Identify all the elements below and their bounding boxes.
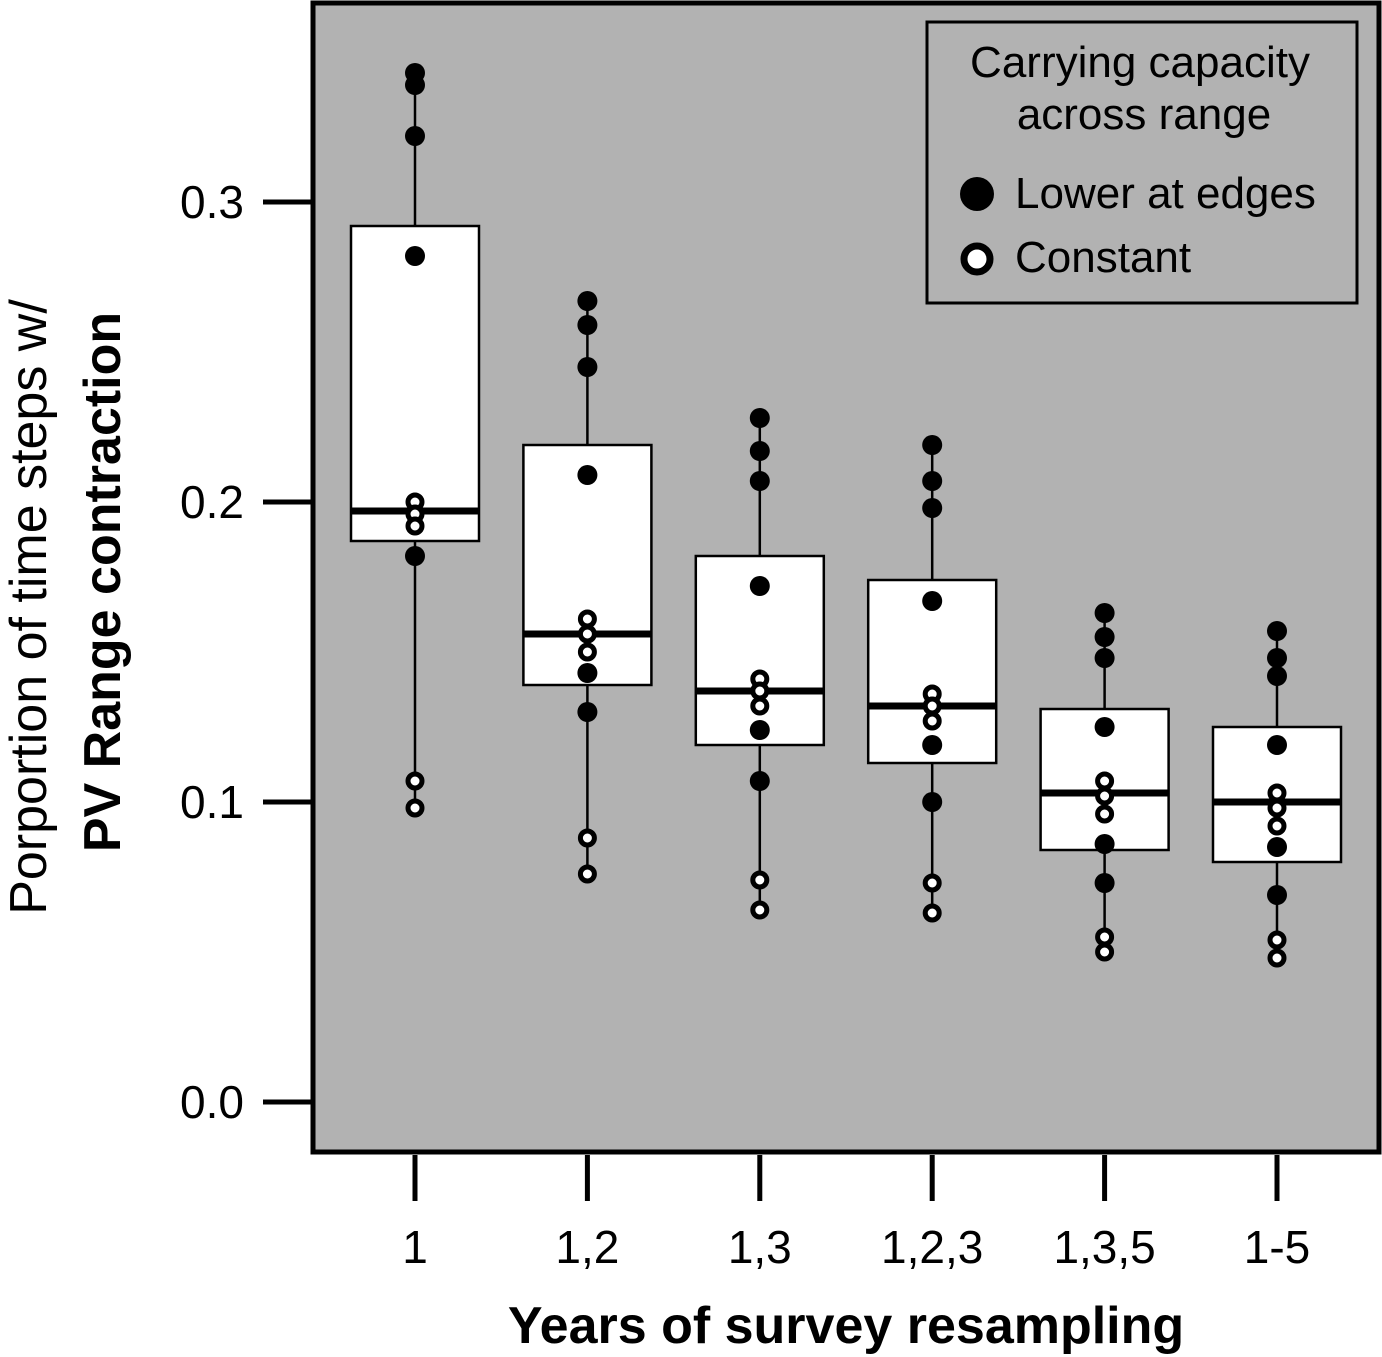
point-constant <box>922 711 942 731</box>
point-lower-at-edges <box>405 546 425 566</box>
point-constant <box>577 624 597 644</box>
point-lower-at-edges <box>922 471 943 491</box>
point-lower-at-edges <box>577 315 598 335</box>
point-lower-at-edges <box>749 771 770 791</box>
legend-marker-filled <box>960 177 994 211</box>
point-constant <box>750 681 770 701</box>
point-lower-at-edges <box>749 471 770 491</box>
x-tick-label: 1,3,5 <box>1053 1221 1155 1273</box>
point-lower-at-edges <box>749 720 770 740</box>
point-lower-at-edges <box>405 75 425 95</box>
point-lower-at-edges <box>1267 648 1287 668</box>
legend-marker-open <box>960 242 994 276</box>
points-layer <box>405 63 1287 968</box>
y-tick-label: 0.3 <box>180 176 244 228</box>
point-lower-at-edges <box>1267 885 1287 905</box>
point-constant <box>750 696 770 716</box>
point-constant <box>577 864 597 884</box>
point-lower-at-edges <box>405 126 425 146</box>
point-lower-at-edges <box>1267 621 1287 641</box>
legend-entry-constant: Constant <box>1015 233 1191 282</box>
point-lower-at-edges <box>749 441 770 461</box>
legend-box <box>925 20 1359 305</box>
point-lower-at-edges <box>922 435 943 455</box>
point-constant <box>1095 804 1115 824</box>
point-constant <box>1267 930 1287 950</box>
y-axis-title-line2: PV Range contraction <box>74 312 132 852</box>
x-tick-label: 1,2 <box>555 1221 619 1273</box>
point-constant <box>1267 816 1287 836</box>
point-lower-at-edges <box>577 702 598 722</box>
point-lower-at-edges <box>1094 603 1115 623</box>
point-constant <box>750 900 770 920</box>
point-constant <box>577 828 597 848</box>
point-lower-at-edges <box>1094 717 1115 737</box>
point-constant <box>1267 783 1287 803</box>
point-constant <box>750 870 770 890</box>
legend-title-line1: Carrying capacity <box>970 38 1310 87</box>
point-lower-at-edges <box>1094 627 1115 647</box>
point-lower-at-edges <box>1094 648 1115 668</box>
legend-title-line2: across range <box>1017 90 1271 139</box>
point-lower-at-edges <box>577 291 598 311</box>
x-tick-label: 1,3 <box>728 1221 792 1273</box>
point-constant <box>405 798 425 818</box>
y-axis: 0.0 0.1 0.2 0.3 <box>180 176 311 1128</box>
y-axis-title-line1: Porportion of time steps w/ <box>0 299 58 915</box>
point-constant <box>1095 771 1115 791</box>
point-lower-at-edges <box>1267 837 1287 857</box>
y-tick-label: 0.2 <box>180 476 244 528</box>
point-constant <box>1267 948 1287 968</box>
y-tick-label: 0.0 <box>180 1076 244 1128</box>
point-constant <box>405 771 425 791</box>
x-axis: 1 1,2 1,3 1,2,3 1,3,5 1-5 <box>402 1155 1310 1273</box>
point-lower-at-edges <box>1267 735 1287 755</box>
x-tick-label: 1 <box>402 1221 428 1273</box>
point-constant <box>1267 798 1287 818</box>
plot-panel <box>310 0 1382 1155</box>
point-lower-at-edges <box>922 591 943 611</box>
box-iqr <box>349 224 481 543</box>
point-constant <box>577 642 597 662</box>
point-constant <box>922 873 942 893</box>
legend-entry-lower-at-edges: Lower at edges <box>1015 169 1316 218</box>
legend: Carrying capacity across range Lower at … <box>925 20 1359 305</box>
point-lower-at-edges <box>922 735 943 755</box>
x-axis-title: Years of survey resampling <box>508 1297 1184 1355</box>
point-constant <box>1095 786 1115 806</box>
x-tick-label: 1-5 <box>1244 1221 1310 1273</box>
point-lower-at-edges <box>749 576 770 596</box>
point-lower-at-edges <box>405 246 425 266</box>
point-constant <box>922 903 942 923</box>
point-lower-at-edges <box>1267 666 1287 686</box>
point-constant <box>1095 942 1115 962</box>
y-tick-label: 0.1 <box>180 776 244 828</box>
point-lower-at-edges <box>1094 873 1115 893</box>
x-tick-label: 1,2,3 <box>881 1221 983 1273</box>
point-lower-at-edges <box>749 408 770 428</box>
point-constant <box>922 696 942 716</box>
point-constant <box>577 609 597 629</box>
point-constant <box>1095 927 1115 947</box>
point-lower-at-edges <box>577 357 598 377</box>
point-constant <box>405 516 425 536</box>
point-lower-at-edges <box>1094 834 1115 854</box>
point-lower-at-edges <box>922 792 943 812</box>
point-lower-at-edges <box>577 663 598 683</box>
point-lower-at-edges <box>577 465 598 485</box>
point-lower-at-edges <box>922 498 943 518</box>
